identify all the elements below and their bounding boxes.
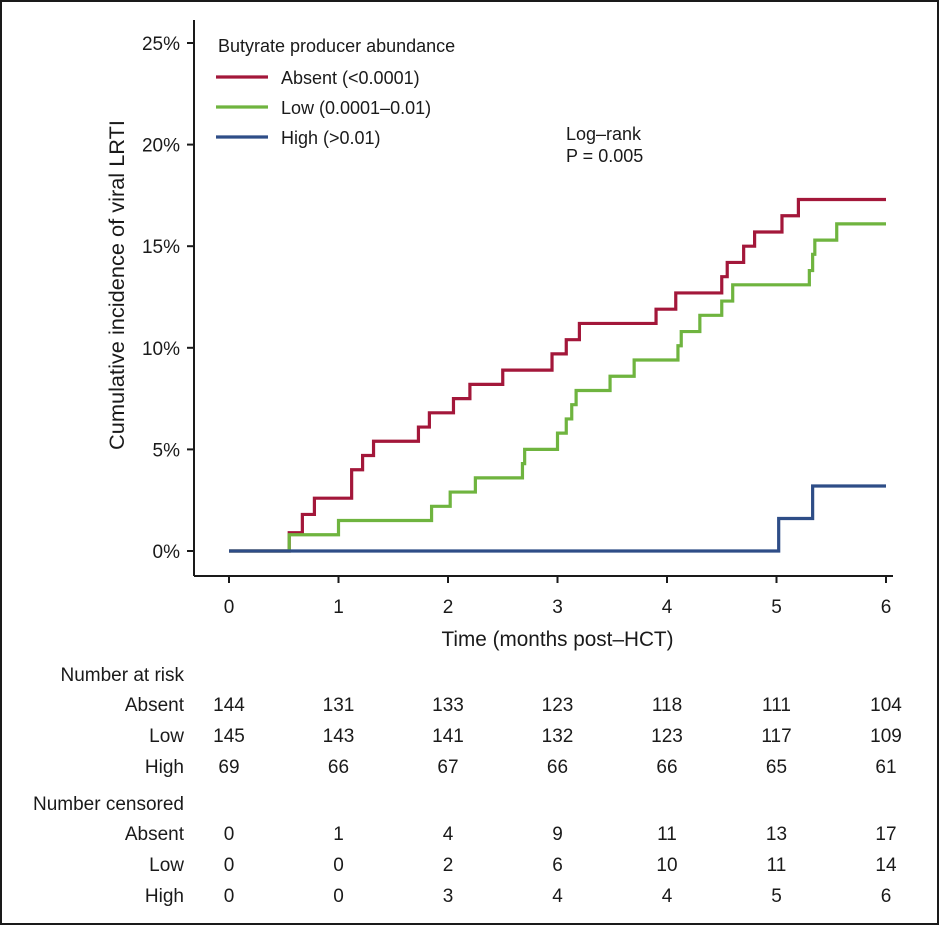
censored_table-cell: 0 bbox=[333, 855, 344, 876]
y-tick-label: 10% bbox=[142, 339, 180, 360]
y-axis-title: Cumulative incidence of viral LRTI bbox=[106, 120, 129, 450]
y-tick-label: 5% bbox=[153, 440, 181, 461]
censored_table-cell: 17 bbox=[875, 824, 896, 845]
risk_table-row-label: High bbox=[145, 757, 184, 778]
censored_table-cell: 4 bbox=[552, 886, 563, 907]
x-tick-label: 2 bbox=[443, 597, 454, 618]
risk_table-cell: 66 bbox=[656, 757, 677, 778]
risk_table-cell: 111 bbox=[762, 695, 791, 716]
censored_table-cell: 0 bbox=[224, 855, 235, 876]
risk_table-cell: 67 bbox=[437, 757, 458, 778]
risk_table-cell: 118 bbox=[652, 695, 682, 716]
risk_table-title: Number at risk bbox=[60, 665, 184, 686]
censored_table-row-label: Low bbox=[149, 855, 184, 876]
risk_table-cell: 141 bbox=[432, 726, 464, 747]
x-tick-label: 5 bbox=[771, 597, 782, 618]
legend-title: Butyrate producer abundance bbox=[218, 36, 455, 56]
series-line-low bbox=[229, 222, 886, 553]
risk_table-cell: 117 bbox=[761, 726, 791, 747]
risk_table-cell: 104 bbox=[870, 695, 902, 716]
risk_table-cell: 131 bbox=[323, 695, 355, 716]
censored_table-cell: 1 bbox=[333, 824, 344, 845]
annotation-logrank: Log–rank bbox=[566, 124, 642, 144]
legend-entry-label: Absent (<0.0001) bbox=[281, 68, 420, 88]
risk_table-cell: 144 bbox=[213, 695, 245, 716]
censored_table-cell: 13 bbox=[766, 824, 787, 845]
censored_table-cell: 0 bbox=[224, 824, 235, 845]
risk_table-cell: 123 bbox=[651, 726, 683, 747]
risk_table-cell: 66 bbox=[328, 757, 349, 778]
censored_table-cell: 5 bbox=[771, 886, 782, 907]
legend-entry-label: High (>0.01) bbox=[281, 128, 381, 148]
annotation-logrank: P = 0.005 bbox=[566, 146, 643, 166]
censored_table-row-label: Absent bbox=[125, 824, 185, 845]
y-tick-label: 20% bbox=[142, 136, 180, 157]
risk_table-cell: 145 bbox=[213, 726, 245, 747]
risk_table-cell: 69 bbox=[218, 757, 239, 778]
risk_table-cell: 143 bbox=[323, 726, 355, 747]
censored_table-cell: 3 bbox=[443, 886, 454, 907]
censored_table-cell: 6 bbox=[881, 886, 892, 907]
censored_table-cell: 6 bbox=[552, 855, 563, 876]
y-tick-label: 15% bbox=[142, 237, 180, 258]
risk_table-cell: 66 bbox=[547, 757, 568, 778]
censored_table-cell: 9 bbox=[552, 824, 563, 845]
risk_table-cell: 61 bbox=[875, 757, 896, 778]
censored_table-cell: 11 bbox=[767, 855, 787, 876]
series-line-absent bbox=[229, 197, 886, 553]
risk_table-cell: 123 bbox=[542, 695, 574, 716]
x-tick-label: 3 bbox=[552, 597, 563, 618]
legend-entry-label: Low (0.0001–0.01) bbox=[281, 98, 431, 118]
x-axis-title: Time (months post–HCT) bbox=[442, 628, 674, 651]
legend: Butyrate producer abundance Absent (<0.00… bbox=[216, 36, 643, 166]
risk_table-row-label: Low bbox=[149, 726, 184, 747]
risk_table-cell: 132 bbox=[542, 726, 574, 747]
censored_table-cell: 0 bbox=[224, 886, 235, 907]
axes: 0% 5% 10% 15% 20% 25% 0 1 2 3 4 5 6 Time (months post… bbox=[106, 20, 893, 651]
x-tick-label: 1 bbox=[333, 597, 344, 618]
series-layer bbox=[229, 197, 886, 553]
censored_table-row-label: High bbox=[145, 886, 184, 907]
censored_table-cell: 4 bbox=[443, 824, 454, 845]
risk_table-row-label: Absent bbox=[125, 695, 185, 716]
censored_table-title: Number censored bbox=[33, 794, 184, 815]
x-tick-label: 6 bbox=[881, 597, 892, 618]
risk_table-cell: 109 bbox=[870, 726, 902, 747]
series-line-high bbox=[229, 484, 886, 553]
x-tick-label: 4 bbox=[662, 597, 673, 618]
censored_table-cell: 14 bbox=[875, 855, 897, 876]
risk_table-cell: 133 bbox=[432, 695, 464, 716]
censored_table-cell: 2 bbox=[443, 855, 454, 876]
censored_table-cell: 10 bbox=[656, 855, 677, 876]
y-tick-label: 0% bbox=[153, 542, 181, 563]
y-tick-label: 25% bbox=[142, 34, 180, 55]
censored_table-cell: 4 bbox=[662, 886, 673, 907]
risk_table-cell: 65 bbox=[766, 757, 787, 778]
censored_table-cell: 0 bbox=[333, 886, 344, 907]
censored_table-cell: 11 bbox=[657, 824, 677, 845]
x-tick-label: 0 bbox=[224, 597, 235, 618]
